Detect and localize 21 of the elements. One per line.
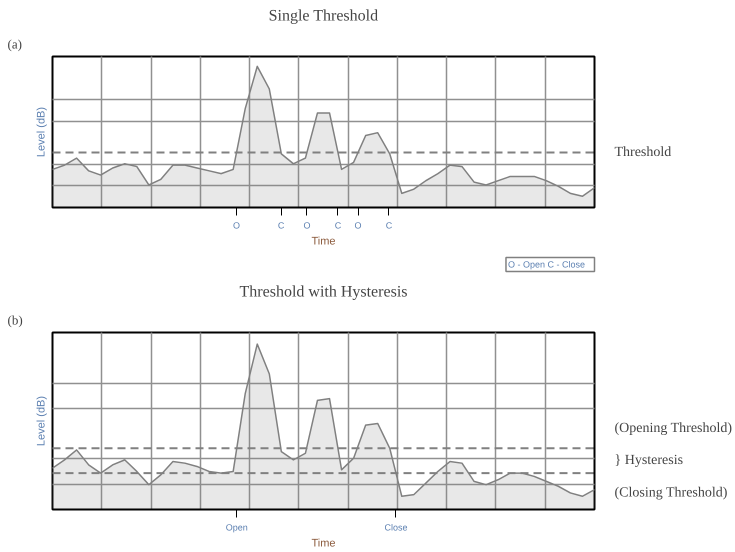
text: O - Open C - Close [508, 260, 586, 270]
text: C [386, 220, 393, 230]
x-axis-title: Time [311, 236, 336, 248]
text: (b) [8, 312, 23, 328]
chart-title: Single Threshold [268, 8, 378, 24]
ref-line-label: (Opening Threshold) [614, 420, 732, 436]
text: C [334, 220, 342, 230]
text: O [233, 220, 240, 230]
text: Open [226, 522, 248, 532]
y-axis-title: Level (dB) [36, 396, 48, 446]
text: O [303, 220, 310, 230]
chart-title: Threshold with Hysteresis [240, 284, 408, 300]
ref-line-label: Threshold [614, 144, 672, 160]
x-axis-title: Time [311, 538, 336, 550]
text: C [278, 220, 285, 230]
y-axis-title: Level (dB) [36, 106, 48, 158]
ref-line-label: (Closing Threshold) [614, 485, 728, 500]
text: } Hysteresis [614, 453, 684, 468]
text: (a) [8, 36, 22, 52]
text: Close [384, 522, 408, 532]
text: O [354, 220, 362, 230]
